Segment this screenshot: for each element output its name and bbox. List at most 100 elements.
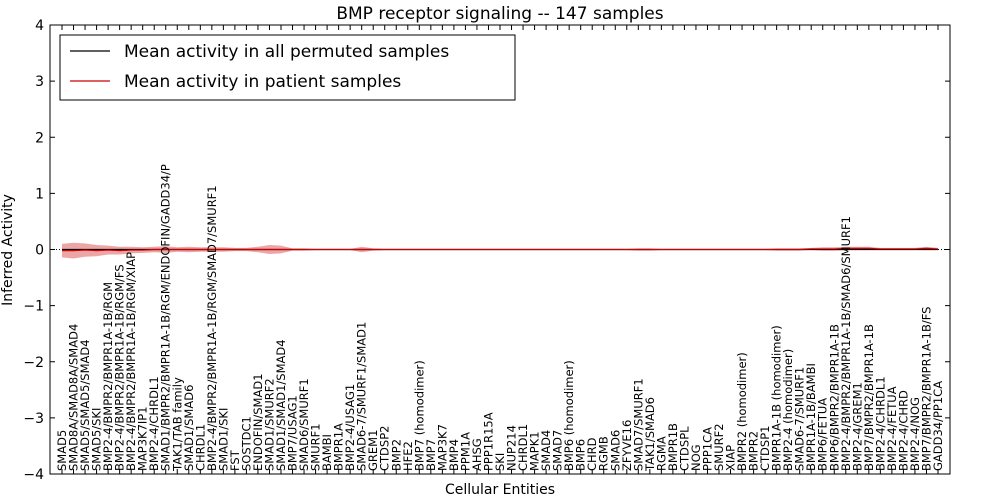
x-tick-label: HFE2 [401, 441, 415, 471]
x-tick-label: BMPR1A-1B (homodimer) [770, 325, 784, 471]
x-tick-label: GADD34/PP1CA [931, 381, 945, 471]
x-tick-label: SMAD6 [608, 430, 622, 471]
y-tick-label: 2 [35, 130, 44, 146]
y-axis-label: Inferred Activity [0, 194, 16, 306]
spread-bands [62, 242, 938, 259]
x-tick-label: BMP2-4/CHRDL1 [873, 376, 887, 471]
x-tick-label: SMAD1/SMAD6 [182, 385, 196, 471]
x-tick-label: GREM1 [366, 430, 380, 471]
x-tick-label: BMP2-4/FETUA [885, 386, 899, 471]
y-tick-label: −4 [23, 467, 44, 483]
y-tick-label: 0 [35, 243, 44, 259]
patient-spread-band [62, 242, 938, 259]
x-tick-label: CHRD [585, 437, 599, 471]
x-tick-label: SMAD5/SMAD5/SMAD4 [78, 339, 92, 471]
y-tick-label: −2 [23, 355, 44, 371]
x-tick-label: CTDSP2 [378, 426, 392, 471]
y-tick-label: −1 [23, 299, 44, 315]
x-tick-label: MAP3K7IP1 [136, 406, 150, 471]
x-tick-label: BMP7/BMPR2/BMPR1A-1B/FS [919, 307, 933, 471]
x-tick-label: BMPR1A-1B/BAMBI [804, 363, 818, 471]
x-tick-label: BMPR2 [747, 431, 761, 471]
legend-label-patient: Mean activity in patient samples [124, 72, 401, 92]
x-tick-label: BMP2-4 (homodimer) [781, 349, 795, 471]
x-tick-label: BMP2 [389, 439, 403, 471]
x-tick-label: SMAD4 [539, 430, 553, 471]
y-tick-label: 1 [35, 186, 44, 202]
x-tick-label: SMAD7/SMURF1 [631, 378, 645, 471]
x-tick-label: BMP2-4/GREM1 [850, 382, 864, 471]
x-tick-label: BMP2-4/BMPR2/BMPR1A-1B/SMAD6/SMURF1 [839, 216, 853, 471]
x-tick-label: BMPR1A [332, 423, 346, 471]
x-tick-label: ENDOFIN/SMAD1 [251, 373, 265, 471]
x-tick-label: FST [228, 449, 242, 471]
x-tick-label: BMP2-4/BMPR2/BMPR1A-1B/RGM [101, 282, 115, 471]
plot-frame [49, 24, 951, 475]
x-axis-label: Cellular Entities [445, 482, 555, 498]
x-tick-label: PPM1A [458, 432, 472, 471]
chart-title: BMP receptor signaling -- 147 samples [336, 4, 663, 24]
x-axis-ticks: SMAD5SMAD8A/SMAD8A/SMAD4SMAD5/SMAD5/SMAD… [55, 25, 945, 474]
x-tick-label: BMP2-4/CHRDL1 [147, 376, 161, 471]
x-tick-label: BMP2-4/NOG [908, 397, 922, 471]
x-tick-label: TAK1/SMAD6 [643, 397, 657, 472]
x-tick-label: BMP6/FETUA [816, 398, 830, 471]
x-tick-label: TAK1/TAB family [170, 377, 184, 472]
x-tick-label: BMPR2 (homodimer) [735, 352, 749, 471]
x-tick-label: BMP4 [447, 439, 461, 471]
x-tick-label: NUP214 [505, 425, 519, 471]
x-tick-label: RGMB [597, 436, 611, 471]
x-tick-label: BMP2-4/BMPR2/BMPR1A-1B/RGM/FS [113, 264, 127, 471]
y-tick-label: 4 [35, 18, 44, 34]
x-tick-label: SMAD7 [551, 430, 565, 471]
x-tick-label: SMAD1/SMURF2 [262, 378, 276, 471]
x-tick-label: MAP3K7 [435, 424, 449, 471]
x-tick-label: SMURF2 [712, 423, 726, 471]
legend-label-permuted: Mean activity in all permuted samples [124, 42, 449, 62]
x-tick-label: BMP7 [424, 439, 438, 471]
x-tick-label: BMP6 (homodimer) [562, 360, 576, 471]
y-tick-label: 3 [35, 74, 44, 90]
x-tick-label: BMP7/USAG1 [286, 395, 300, 471]
series-lines [62, 247, 939, 252]
legend-box [59, 34, 516, 101]
x-tick-label: XIAP [724, 445, 738, 471]
x-tick-label: BMP6/BMPR2/BMPR1A-1B [827, 324, 841, 471]
x-tick-label: BMP2-4/BMPR2/BMPR1A-1B/RGM/SMAD7/SMURF1 [205, 185, 219, 471]
x-tick-label: CTDSPL [677, 426, 691, 471]
x-tick-label: CHRDL1 [193, 424, 207, 471]
x-tick-label: ZFYVE16 [620, 420, 634, 471]
x-tick-label: SMAD1/SMAD1/SMAD4 [274, 339, 288, 471]
x-tick-label: PPP1R15A [481, 412, 495, 471]
x-tick-label: SKI [493, 453, 507, 471]
x-tick-label: BMP7 (homodimer) [412, 360, 426, 471]
x-tick-label: CTDSP1 [758, 426, 772, 471]
x-tick-label: SMAD6/SMURF1 [297, 378, 311, 471]
x-tick-label: SOSTDC1 [239, 416, 253, 471]
x-tick-label: RGMA [654, 436, 668, 471]
x-tick-label: SMAD6-7/SMURF1/SMAD1 [355, 322, 369, 471]
x-tick-label: BMP2-4/BMPR2/BMPR1A-1B/RGM/XIAP [124, 252, 138, 471]
x-tick-label: SMAD8A/SMAD8A/SMAD4 [67, 324, 81, 471]
x-tick-label: SMURF1 [309, 423, 323, 471]
x-tick-label: BMP7/BMPR2/BMPR1A-1B [862, 324, 876, 471]
x-tick-label: SMAD1/SKI [216, 408, 230, 471]
legend: Mean activity in all permuted samples Me… [59, 34, 516, 101]
x-tick-label: PPP1CA [700, 427, 714, 471]
x-tick-label: NOG [689, 444, 703, 471]
x-tick-label: MAPK1 [528, 431, 542, 471]
series-line-patient [62, 247, 939, 252]
x-tick-label: AHSG [470, 438, 484, 471]
x-tick-label: CHRDL1 [516, 424, 530, 471]
x-tick-label: BAMBI [320, 434, 334, 471]
x-tick-label: BMPR1B [666, 423, 680, 471]
y-axis-ticks: −4 −3 −2 −1 0 1 2 3 4 [23, 18, 950, 483]
x-tick-label: SMAD5 [55, 430, 69, 471]
x-tick-label: BMP2-4/CHRD [896, 390, 910, 471]
x-tick-label: SMAD6-7/SMURF1 [793, 367, 807, 471]
x-tick-label: BMP2-4/USAG1 [343, 384, 357, 471]
x-tick-label: SMAD5/SKI [90, 408, 104, 471]
x-tick-label: SMAD1/BMPR2/BMPR1A-1B/RGM/ENDOFIN/GADD34… [159, 164, 173, 471]
x-tick-label: BMP6 [574, 439, 588, 471]
